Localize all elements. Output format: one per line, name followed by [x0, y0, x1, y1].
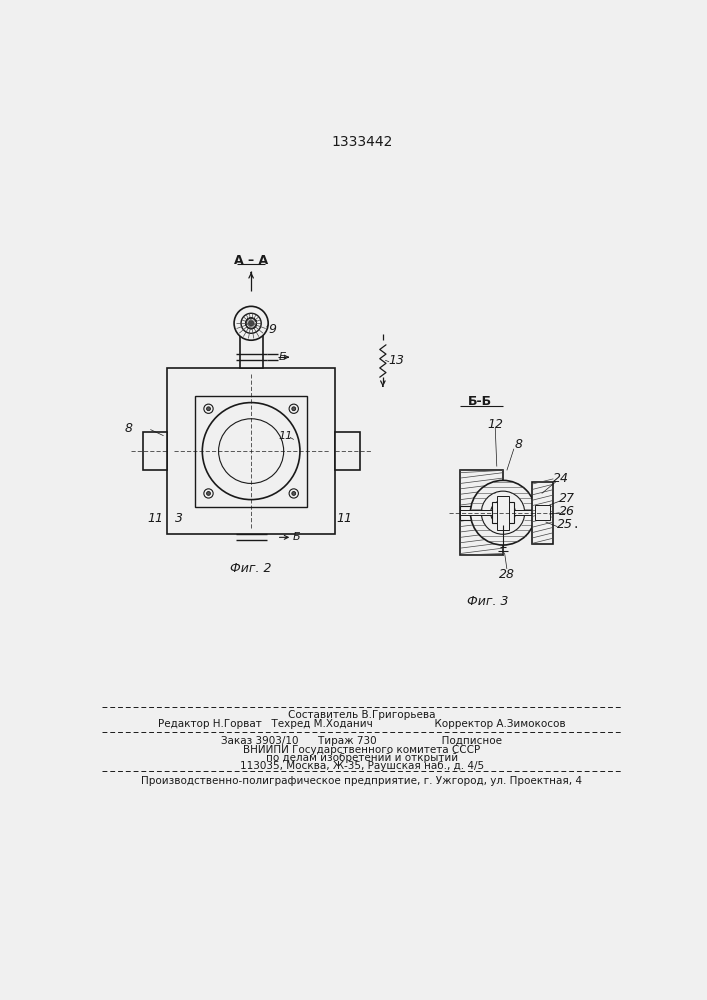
Bar: [460, 470, 503, 555]
Text: 113035, Москва, Ж-35, Раушская наб., д. 4/5: 113035, Москва, Ж-35, Раушская наб., д. …: [240, 761, 484, 771]
Bar: [497, 496, 509, 530]
Bar: [460, 510, 547, 515]
Text: 27: 27: [559, 492, 575, 505]
Bar: [534, 505, 550, 520]
Text: 3: 3: [175, 512, 183, 525]
Bar: [240, 323, 263, 368]
Text: Редактор Н.Горват   Техред М.Ходанич                   Корректор А.Зимокосов: Редактор Н.Горват Техред М.Ходанич Корре…: [158, 719, 566, 729]
Bar: [335, 432, 360, 470]
Text: 25: 25: [557, 518, 573, 531]
Circle shape: [218, 419, 284, 483]
Bar: [168, 368, 335, 534]
Text: Заказ 3903/10      Тираж 730                    Подписное: Заказ 3903/10 Тираж 730 Подписное: [221, 736, 503, 746]
Bar: [460, 506, 503, 520]
Bar: [492, 502, 514, 523]
Circle shape: [206, 407, 211, 411]
Text: 24: 24: [553, 472, 569, 485]
Circle shape: [202, 403, 300, 500]
Text: Б: Б: [279, 352, 287, 362]
Text: ВНИИПИ Государственного комитета СССР: ВНИИПИ Государственного комитета СССР: [243, 745, 481, 755]
Circle shape: [491, 500, 515, 525]
Text: Б: Б: [293, 532, 300, 542]
Text: 13: 13: [389, 354, 405, 367]
Circle shape: [292, 407, 296, 411]
Text: .: .: [573, 517, 578, 531]
Text: 26: 26: [559, 505, 575, 518]
Text: 28: 28: [499, 568, 515, 581]
Text: 11: 11: [336, 512, 352, 525]
Circle shape: [241, 313, 261, 333]
Text: 11: 11: [148, 512, 164, 525]
Text: 11: 11: [279, 431, 293, 441]
Text: Составитель В.Григорьева: Составитель В.Григорьева: [288, 710, 436, 720]
Text: Производственно-полиграфическое предприятие, г. Ужгород, ул. Проектная, 4: Производственно-полиграфическое предприя…: [141, 776, 583, 786]
Circle shape: [470, 480, 535, 545]
Text: Б-Б: Б-Б: [468, 395, 492, 408]
Text: 8: 8: [124, 422, 133, 434]
Bar: [143, 432, 168, 470]
Bar: [195, 396, 307, 507]
Circle shape: [292, 492, 296, 495]
Bar: [532, 482, 554, 544]
Text: Фиг. 3: Фиг. 3: [467, 595, 508, 608]
Circle shape: [249, 321, 253, 326]
Text: А – А: А – А: [234, 254, 268, 267]
Text: по делам изобретений и открытий: по делам изобретений и открытий: [266, 753, 458, 763]
Text: Фиг. 2: Фиг. 2: [230, 562, 272, 575]
Circle shape: [481, 491, 525, 534]
Text: 12: 12: [487, 418, 503, 431]
Text: 1333442: 1333442: [332, 135, 392, 149]
Text: 8: 8: [515, 438, 522, 451]
Circle shape: [206, 492, 211, 495]
Text: 9: 9: [269, 323, 277, 336]
Circle shape: [234, 306, 268, 340]
